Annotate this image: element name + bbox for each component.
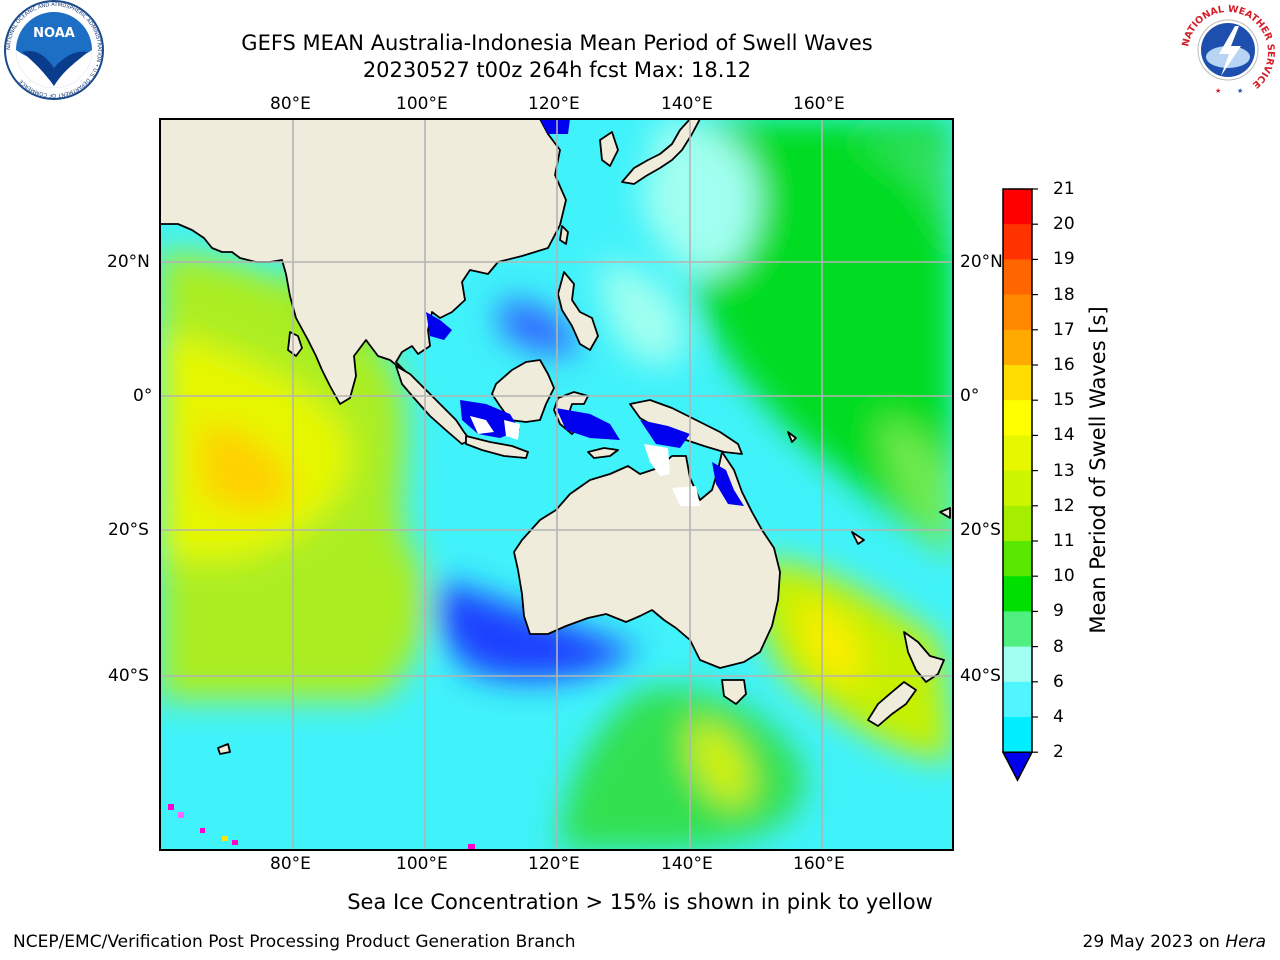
lat-label-right: 40°S (960, 666, 1001, 686)
colorbar-band (1003, 400, 1032, 436)
date-text: 29 May 2023 on (1082, 932, 1226, 952)
lat-label-left: 40°S (108, 666, 149, 686)
lon-label-bottom: 80°E (270, 854, 311, 874)
colorbar-band (1003, 541, 1032, 577)
colorbar-tick-label: 8 (1053, 636, 1064, 657)
colorbar-band (1003, 329, 1032, 366)
new-zealand-south (867, 681, 917, 727)
colorbar-tick-label: 13 (1053, 460, 1075, 481)
lat-label-right: 20°N (960, 252, 1003, 272)
colorbar-band (1003, 681, 1032, 718)
noaa-logo-text: NOAA (33, 26, 75, 41)
korea (599, 131, 619, 167)
colorbar-band (1003, 717, 1032, 753)
lat-label-right: 20°S (960, 520, 1001, 540)
sea-ice-note: Sea Ice Concentration > 15% is shown in … (347, 890, 933, 914)
white-no-data-patches (470, 416, 700, 506)
lon-label-top: 100°E (396, 94, 448, 114)
colorbar-tick-label: 12 (1053, 495, 1075, 516)
svg-text:★: ★ (1215, 87, 1221, 95)
australia (513, 451, 781, 669)
lat-label-right: 0° (960, 386, 980, 406)
sheltered-low-period-areas (426, 119, 744, 506)
colorbar-band (1003, 365, 1032, 401)
map-frame (159, 118, 954, 851)
map-subtitle: 20230527 t00z 264h fcst Max: 18.12 (362, 58, 752, 82)
generation-date: 29 May 2023 on Hera (1083, 932, 1267, 952)
colorbar-tick-label: 9 (1053, 601, 1064, 622)
colorbar-tick-label: 18 (1053, 284, 1075, 305)
colorbar-label: Mean Period of Swell Waves [s] (1086, 306, 1110, 634)
colorbar-tick-label: 16 (1053, 355, 1075, 375)
colorbar-band (1003, 505, 1032, 542)
lon-label-bottom: 160°E (793, 854, 845, 874)
lon-label-bottom: 140°E (661, 854, 713, 874)
borneo (491, 359, 555, 423)
colorbar-band (1003, 294, 1032, 331)
lon-label-top: 120°E (528, 94, 580, 114)
lon-label-top: 160°E (793, 94, 845, 114)
colorbar-band (1003, 435, 1032, 472)
colorbar-tick-label: 17 (1053, 319, 1075, 340)
colorbar (1001, 188, 1038, 782)
lat-label-left: 20°S (108, 520, 149, 540)
japan (621, 119, 701, 185)
colorbar-band (1003, 646, 1032, 683)
noaa-logo: NATIONAL OCEANIC AND ATMOSPHERIC ADMINIS… (4, 0, 104, 100)
colorbar-tick-label: 2 (1053, 742, 1064, 763)
lat-label-left: 20°N (107, 252, 150, 272)
colorbar-extend-triangle (1001, 751, 1034, 782)
colorbar-tick-label: 21 (1053, 179, 1075, 199)
colorbar-tick-label: 15 (1053, 390, 1075, 411)
colorbar-tick-label: 11 (1053, 531, 1075, 551)
lon-label-bottom: 100°E (396, 854, 448, 874)
java (465, 435, 529, 459)
colorbar-tick-label: 19 (1053, 249, 1075, 270)
tasmania (721, 679, 747, 705)
nws-logo: NATIONAL WEATHER SERVICE ★ ★ (1179, 1, 1277, 99)
colorbar-band (1003, 224, 1032, 260)
colorbar-tick-label: 20 (1053, 214, 1075, 235)
colorbar-tick-label: 14 (1053, 425, 1075, 446)
lon-label-top: 140°E (661, 94, 713, 114)
colorbar-band (1003, 259, 1032, 296)
philippines (557, 271, 599, 351)
colorbar-tick-label: 6 (1053, 671, 1064, 692)
graticule (160, 119, 953, 850)
colorbar-band (1003, 470, 1032, 507)
colorbar-tick-label: 4 (1053, 707, 1064, 727)
lon-label-top: 80°E (270, 94, 311, 114)
colorbar-band (1003, 611, 1032, 648)
svg-text:★: ★ (1237, 87, 1243, 95)
producer-credit: NCEP/EMC/Verification Post Processing Pr… (13, 932, 576, 952)
sea-ice-marks (168, 804, 475, 850)
machine-name: Hera (1225, 932, 1266, 952)
new-zealand-north (903, 631, 945, 683)
map-area (160, 119, 953, 850)
map-title: GEFS MEAN Australia-Indonesia Mean Perio… (241, 31, 873, 55)
taiwan (559, 225, 569, 245)
timor (587, 447, 619, 459)
colorbar-tick-label: 10 (1053, 566, 1075, 587)
lat-label-left: 0° (133, 386, 153, 406)
colorbar-band (1003, 189, 1032, 225)
sri-lanka (287, 331, 303, 357)
lon-label-bottom: 120°E (528, 854, 580, 874)
colorbar-band (1003, 576, 1032, 612)
